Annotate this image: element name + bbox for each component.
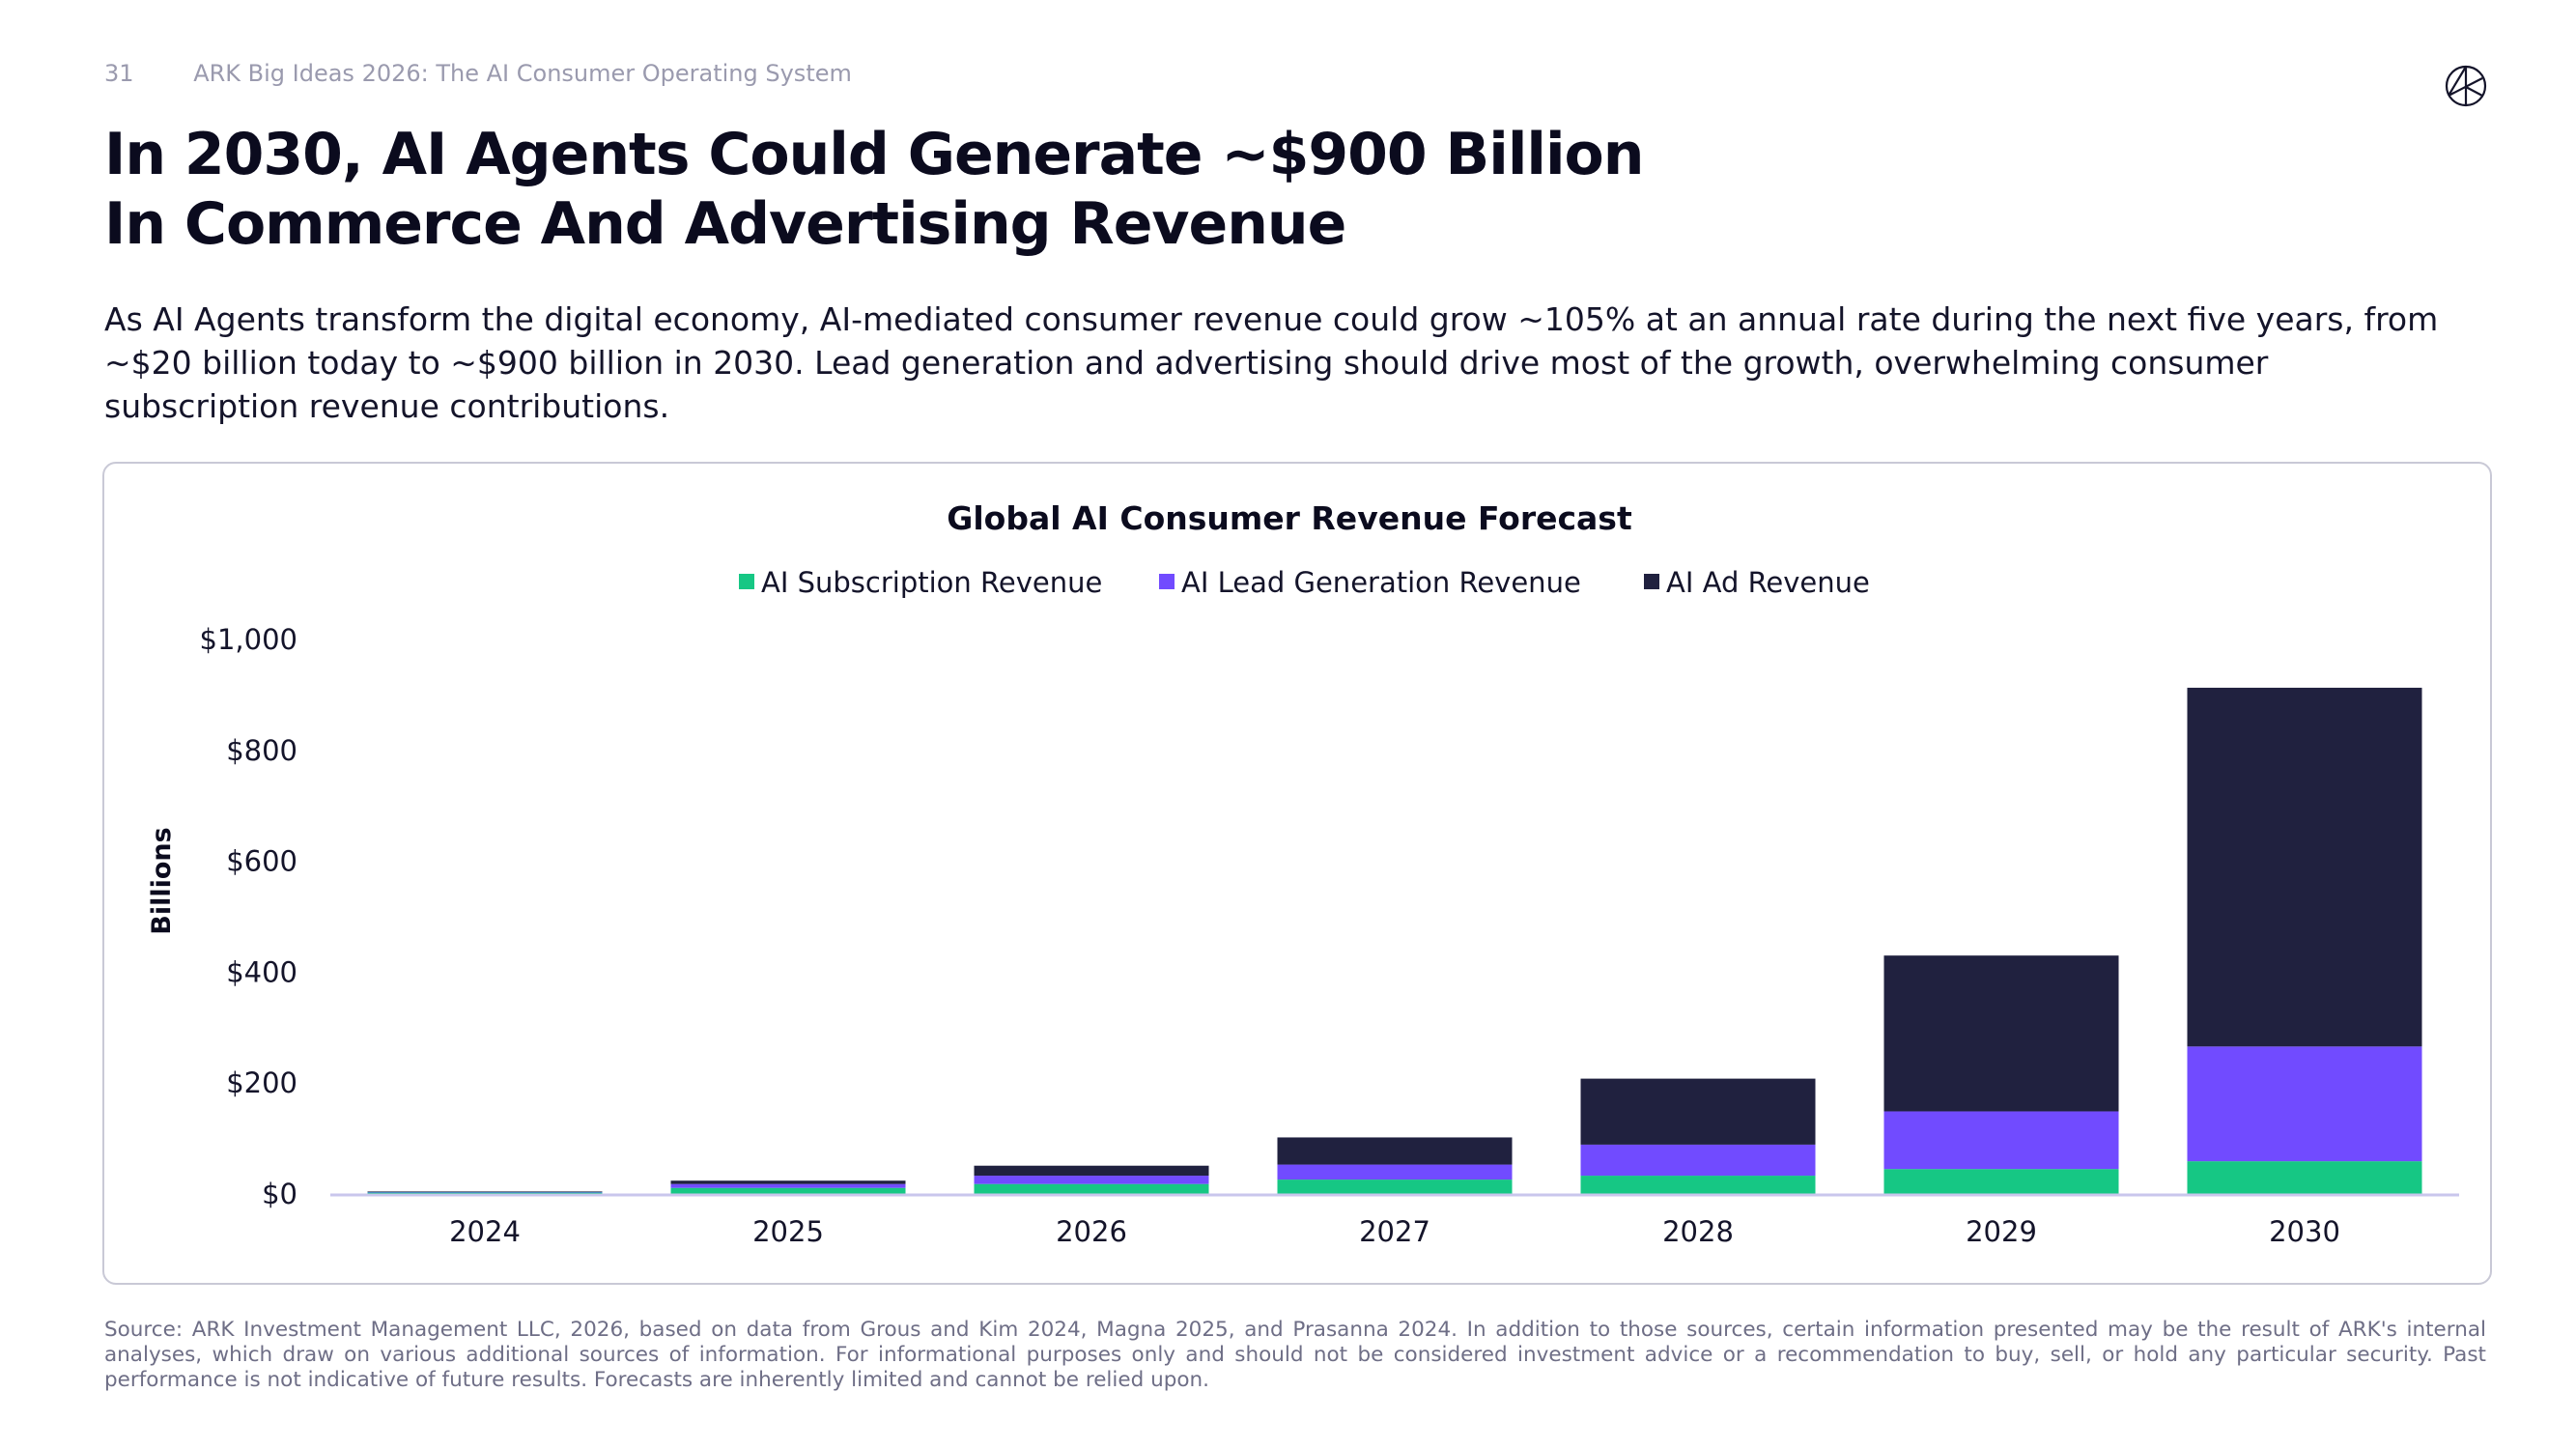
y-axis: $0 $200 $400 $600 $800 $1,000 <box>200 623 297 1210</box>
x-tick-label: 2030 <box>2269 1215 2340 1248</box>
bar-stack-2029 <box>1883 955 2119 1194</box>
bar-segment <box>1883 1111 2119 1170</box>
bar-stack-2025 <box>670 1180 906 1194</box>
bar-segment <box>670 1183 906 1188</box>
x-tick-label: 2028 <box>1662 1215 1734 1248</box>
x-axis: 2024 2025 2026 2027 2028 2029 2030 <box>449 1215 2340 1248</box>
title-line-2: In Commerce And Advertising Revenue <box>104 190 1346 258</box>
chart-panel <box>102 462 2492 1285</box>
bar-stack-2028 <box>1580 1078 1816 1194</box>
slide-header: 31 ARK Big Ideas 2026: The AI Consumer O… <box>104 60 904 87</box>
bar-segment <box>1277 1179 1513 1194</box>
x-tick-label: 2027 <box>1359 1215 1430 1248</box>
bar-segment <box>1883 1169 2119 1194</box>
bar-segment <box>367 1192 603 1194</box>
bar-segment <box>2187 1046 2422 1162</box>
bar-segment <box>1580 1144 1816 1177</box>
bar-stack-2027 <box>1277 1137 1513 1194</box>
legend-label: AI Lead Generation Revenue <box>1181 566 1581 599</box>
deck-title: ARK Big Ideas 2026: The AI Consumer Oper… <box>193 60 852 87</box>
title-line-1: In 2030, AI Agents Could Generate ~$900 … <box>104 121 1644 188</box>
footnote: Source: ARK Investment Management LLC, 2… <box>104 1318 2486 1392</box>
legend: AI Subscription Revenue AI Lead Generatio… <box>739 566 1870 599</box>
x-tick-label: 2026 <box>1056 1215 1127 1248</box>
bar-segment <box>974 1176 1209 1184</box>
x-tick-label: 2029 <box>1966 1215 2037 1248</box>
bar-segment <box>670 1187 906 1194</box>
bar-segment <box>367 1191 603 1192</box>
bar-segment <box>2187 1161 2422 1194</box>
page-number: 31 <box>104 60 134 87</box>
bar-stack-2030 <box>2187 687 2422 1194</box>
legend-swatch <box>739 574 754 589</box>
bar-segment <box>974 1183 1209 1194</box>
legend-swatch <box>1644 574 1659 589</box>
x-tick-label: 2024 <box>449 1215 521 1248</box>
bars <box>367 687 2422 1194</box>
bar-segment <box>1277 1164 1513 1180</box>
bar-stack-2026 <box>974 1165 1209 1194</box>
bar-segment <box>974 1165 1209 1177</box>
ark-logo-icon <box>2445 65 2487 107</box>
y-axis-label: Billions <box>147 827 177 934</box>
legend-label: AI Subscription Revenue <box>761 566 1102 599</box>
bar-stack-2024 <box>367 1191 603 1194</box>
y-tick-label: $600 <box>226 845 297 878</box>
bar-segment <box>367 1191 603 1193</box>
bar-segment <box>1277 1137 1513 1165</box>
bar-segment <box>1883 955 2119 1112</box>
page-title: In 2030, AI Agents Could Generate ~$900 … <box>104 120 1644 259</box>
bar-segment <box>2187 687 2422 1047</box>
y-tick-label: $800 <box>226 734 297 767</box>
legend-label: AI Ad Revenue <box>1666 566 1870 599</box>
chart-title: Global AI Consumer Revenue Forecast <box>947 499 1632 537</box>
y-tick-label: $400 <box>226 955 297 988</box>
description: As AI Agents transform the digital econo… <box>104 300 2439 425</box>
bar-segment <box>1580 1078 1816 1145</box>
y-tick-label: $0 <box>262 1178 297 1210</box>
legend-swatch <box>1159 574 1175 589</box>
x-tick-label: 2025 <box>752 1215 824 1248</box>
y-tick-label: $200 <box>226 1066 297 1099</box>
bar-segment <box>1580 1176 1816 1194</box>
bar-segment <box>670 1180 906 1184</box>
y-tick-label: $1,000 <box>200 623 297 656</box>
